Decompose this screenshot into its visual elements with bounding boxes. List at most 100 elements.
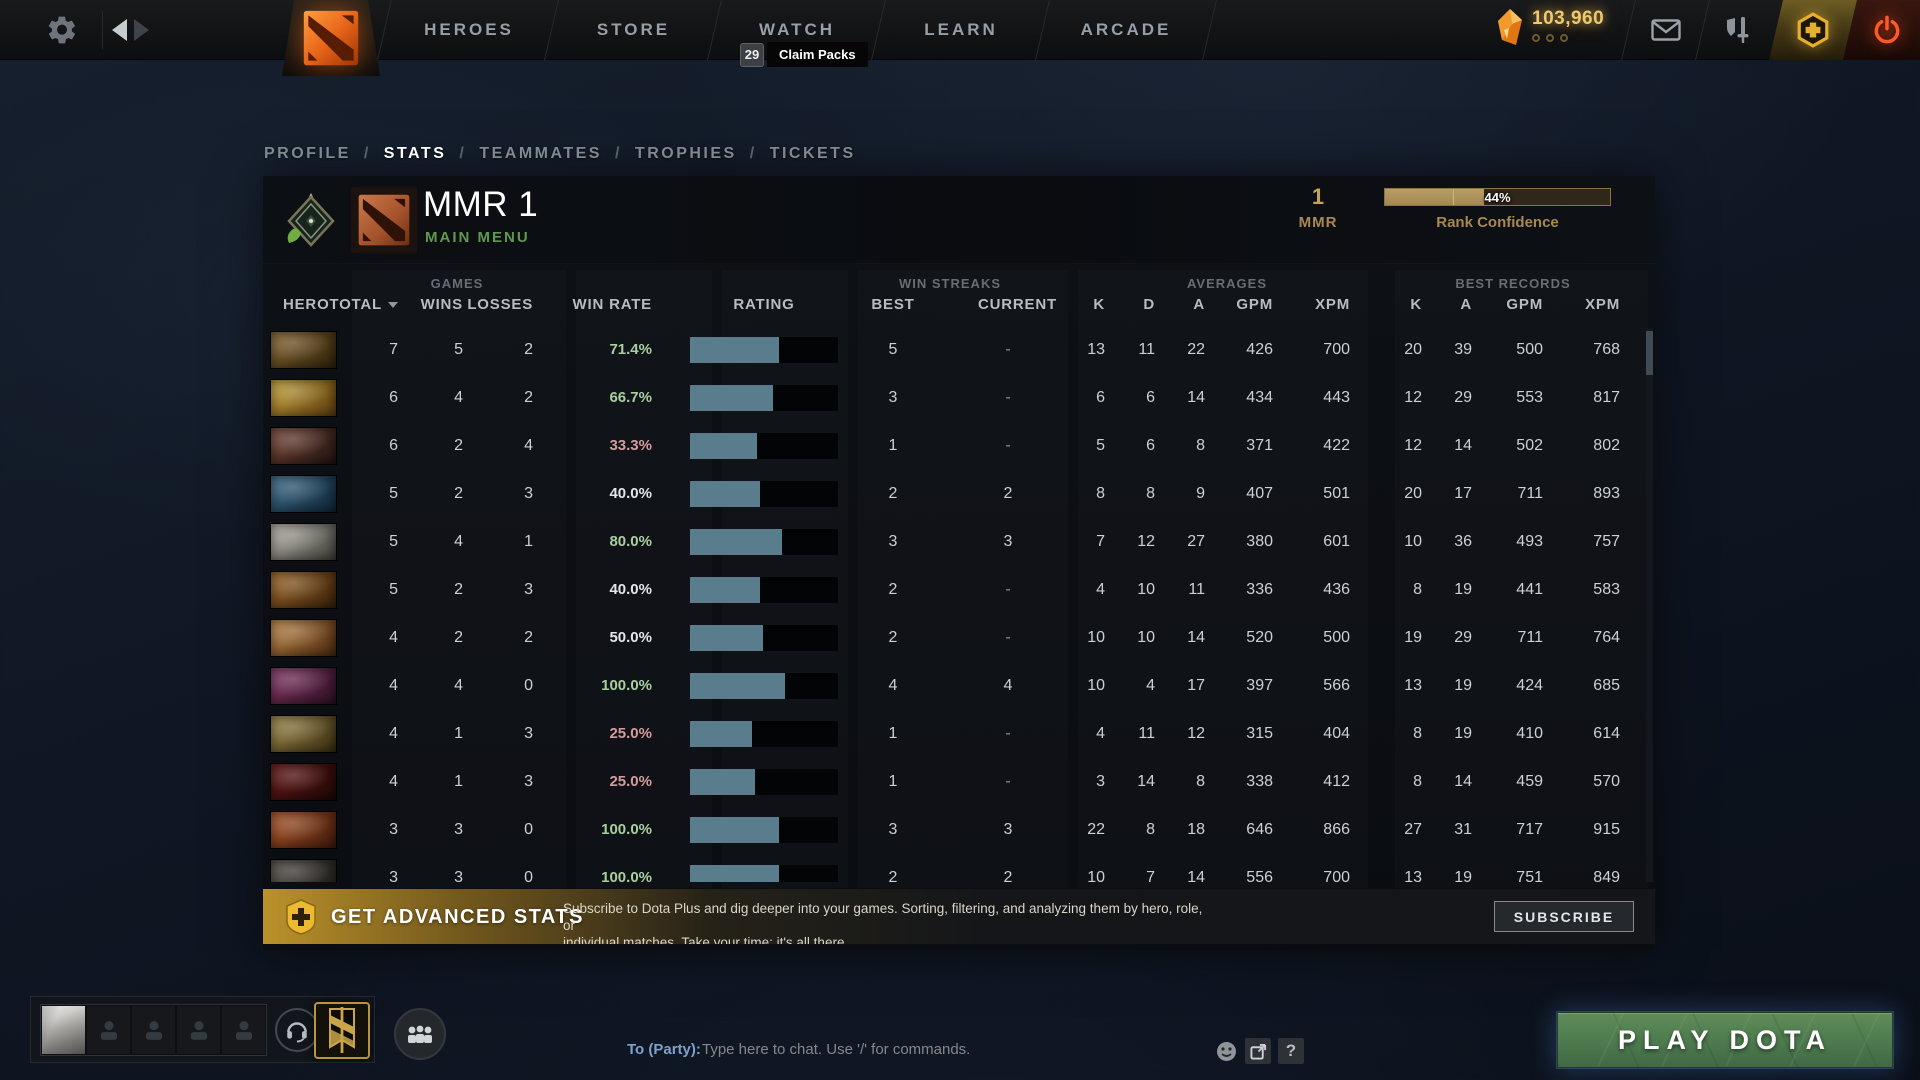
table-row[interactable]: 5 2 3 40.0% 2 - 4 10 11 336 436 8 19 441 583 [263, 566, 1643, 614]
cell-a: 11 [1188, 581, 1205, 598]
tab-store[interactable]: STORE [596, 20, 671, 39]
rank-confidence-marker [1452, 189, 1454, 205]
subscribe-button[interactable]: SUBSCRIBE [1494, 901, 1634, 932]
voice-headset-icon[interactable] [275, 1008, 319, 1052]
empty-party-slot[interactable] [222, 1006, 265, 1054]
settings-gear-icon[interactable] [46, 14, 78, 46]
guild-banner-icon[interactable] [314, 1002, 370, 1059]
breadcrumb-item-profile[interactable]: PROFILE [264, 145, 351, 162]
cell-losses: 2 [524, 389, 533, 406]
cell-current: 2 [1003, 485, 1013, 502]
column-header-wins[interactable]: WINS [420, 296, 463, 313]
cell-total: 6 [389, 437, 398, 454]
cell-k: 10 [1087, 869, 1105, 882]
cell-wins: 5 [454, 341, 463, 358]
tab-watch[interactable]: WATCH [758, 20, 836, 39]
table-row[interactable]: 4 1 3 25.0% 1 - 4 11 12 315 404 8 19 410 614 [263, 710, 1643, 758]
chat-input[interactable] [702, 1036, 1182, 1062]
friends-icon[interactable] [394, 1008, 446, 1060]
cell-wins: 1 [454, 725, 463, 742]
column-header-rk[interactable]: K [1410, 296, 1422, 313]
column-header-a[interactable]: A [1193, 296, 1205, 313]
column-header-total[interactable]: TOTAL [318, 296, 398, 316]
empty-party-slot[interactable] [87, 1006, 130, 1054]
cell-rk: 20 [1404, 341, 1422, 358]
cell-current: 4 [1003, 677, 1013, 694]
claim-packs-notification[interactable]: 29 Claim Packs [740, 42, 868, 67]
mail-icon[interactable] [1630, 0, 1702, 60]
table-row[interactable]: 6 2 4 33.3% 1 - 5 6 8 371 422 12 14 502 802 [263, 422, 1643, 470]
screenshot-share-icon[interactable] [1245, 1038, 1271, 1064]
rating-bar-fill [690, 529, 782, 555]
rating-bar-fill [690, 625, 763, 651]
table-row[interactable]: 3 3 0 100.0% 2 2 10 7 14 556 700 13 19 751 849 [263, 854, 1643, 882]
help-icon[interactable]: ? [1278, 1038, 1304, 1064]
cell-win_rate: 33.3% [609, 437, 652, 454]
column-header-gpm[interactable]: GPM [1236, 296, 1273, 313]
empty-party-slot[interactable] [132, 1006, 175, 1054]
cell-win_rate: 100.0% [601, 821, 652, 838]
cell-d: 10 [1137, 629, 1155, 646]
cell-current: - [1005, 581, 1011, 598]
cell-best: 1 [888, 437, 898, 454]
rank-confidence-fill [1385, 189, 1484, 205]
dota-plus-icon[interactable] [1779, 0, 1847, 60]
cell-best: 3 [888, 821, 898, 838]
dota-logo[interactable] [282, 0, 380, 76]
column-header-rating[interactable]: RATING [733, 296, 795, 313]
column-header-rxpm[interactable]: XPM [1585, 296, 1620, 313]
shard-currency[interactable]: 103,960 [1494, 8, 1604, 48]
column-header-losses[interactable]: LOSSES [467, 296, 533, 313]
column-header-d[interactable]: D [1143, 296, 1155, 313]
table-row[interactable]: 4 1 3 25.0% 1 - 3 14 8 338 412 8 14 459 570 [263, 758, 1643, 806]
play-dota-button[interactable]: PLAY DOTA [1556, 1011, 1894, 1069]
column-header-rgpm[interactable]: GPM [1506, 296, 1543, 313]
cell-win_rate: 80.0% [609, 533, 652, 550]
cell-total: 7 [389, 341, 398, 358]
cell-gpm: 407 [1246, 485, 1273, 502]
breadcrumb-item-tickets[interactable]: TICKETS [769, 145, 856, 162]
table-row[interactable]: 4 4 0 100.0% 4 4 10 4 17 397 566 13 19 424 685 [263, 662, 1643, 710]
emoticon-icon[interactable] [1216, 1041, 1237, 1062]
power-icon[interactable] [1853, 0, 1920, 60]
table-row[interactable]: 7 5 2 71.4% 5 - 13 11 22 426 700 20 39 500 768 [263, 326, 1643, 374]
banner-gold-gradient [263, 889, 1655, 944]
cell-rxpm: 817 [1593, 389, 1620, 406]
column-header-k[interactable]: K [1093, 296, 1105, 313]
table-row[interactable]: 6 4 2 66.7% 3 - 6 6 14 434 443 12 29 553 817 [263, 374, 1643, 422]
table-row[interactable]: 5 4 1 80.0% 3 3 7 12 27 380 601 10 36 493 757 [263, 518, 1643, 566]
hero-portrait [270, 667, 337, 705]
table-row[interactable]: 5 2 3 40.0% 2 2 8 8 9 407 501 20 17 711 893 [263, 470, 1643, 518]
column-header-win_rate[interactable]: WIN RATE [572, 296, 652, 313]
column-header-current[interactable]: CURRENT [978, 296, 1057, 313]
tab-arcade[interactable]: ARCADE [1080, 20, 1172, 39]
cell-losses: 2 [524, 341, 533, 358]
breadcrumb-item-stats[interactable]: STATS [383, 145, 447, 162]
hero-portrait [270, 475, 337, 513]
column-header-xpm[interactable]: XPM [1315, 296, 1350, 313]
tab-heroes[interactable]: HEROES [424, 20, 514, 39]
cell-xpm: 422 [1323, 437, 1350, 454]
table-row[interactable]: 3 3 0 100.0% 3 3 22 8 18 646 866 27 31 717 915 [263, 806, 1643, 854]
scrollbar-thumb[interactable] [1646, 331, 1653, 375]
cell-a: 14 [1187, 869, 1205, 882]
rating-bar [690, 481, 838, 507]
cell-losses: 3 [524, 485, 533, 502]
breadcrumb-item-teammates[interactable]: TEAMMATES [479, 145, 602, 162]
table-row[interactable]: 4 2 2 50.0% 2 - 10 10 14 520 500 19 29 711 764 [263, 614, 1643, 662]
armory-icon[interactable] [1702, 0, 1774, 60]
column-header-hero[interactable]: HERO [283, 296, 330, 313]
column-header-best[interactable]: BEST [871, 296, 915, 313]
cell-k: 10 [1087, 629, 1105, 646]
cell-rk: 20 [1404, 485, 1422, 502]
nav-back-icon[interactable] [112, 19, 127, 41]
table-scrollbar[interactable] [1646, 328, 1653, 882]
cell-gpm: 338 [1246, 773, 1273, 790]
tab-learn[interactable]: LEARN [924, 20, 998, 39]
column-header-ra[interactable]: A [1460, 296, 1472, 313]
cell-ra: 36 [1454, 533, 1472, 550]
empty-party-slot[interactable] [177, 1006, 220, 1054]
breadcrumb-item-trophies[interactable]: TROPHIES [634, 145, 737, 162]
nav-forward-icon[interactable] [134, 19, 149, 41]
player-avatar[interactable] [42, 1006, 85, 1054]
